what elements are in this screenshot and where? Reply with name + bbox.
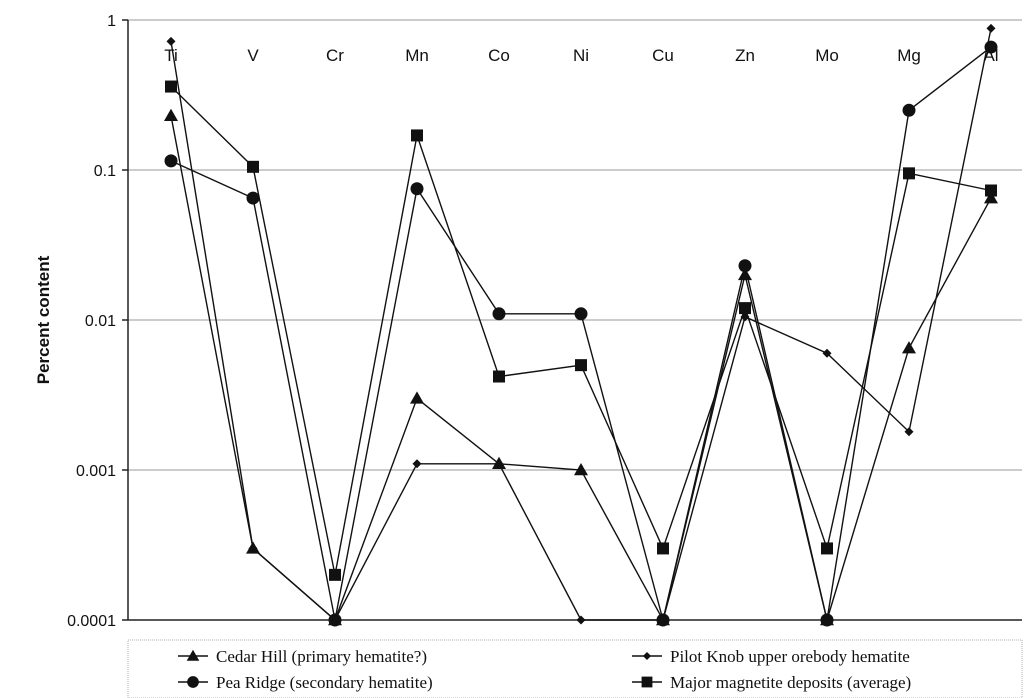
data-point: [410, 182, 424, 196]
legend-marker: [642, 651, 652, 661]
data-point: [246, 191, 260, 205]
data-point: [329, 568, 341, 581]
data-point: [738, 267, 752, 281]
data-point: [738, 259, 752, 273]
data-point: [165, 80, 177, 93]
grid: [122, 19, 1022, 621]
category-label: Co: [488, 46, 510, 65]
data-point: [574, 463, 588, 476]
data-point: [822, 348, 832, 358]
category-label: V: [247, 46, 259, 65]
data-point: [576, 615, 586, 625]
data-point: [164, 108, 178, 121]
data-point: [902, 341, 916, 354]
legend-entry: Cedar Hill (primary hematite?): [178, 647, 427, 666]
series-lines: [164, 23, 998, 627]
category-label: Mo: [815, 46, 839, 65]
series-line: [170, 46, 992, 621]
data-point: [248, 543, 258, 553]
data-point: [412, 459, 422, 469]
legend-marker: [187, 676, 199, 688]
data-point: [821, 542, 833, 555]
legend-entry: Major magnetite deposits (average): [632, 673, 911, 692]
legend-entry: Pilot Knob upper orebody hematite: [632, 647, 910, 666]
y-tick-labels: 0.0001 0.001 0.01 0.1 1: [67, 13, 116, 630]
legend-label: Major magnetite deposits (average): [670, 673, 911, 692]
y-axis-label: Percent content: [34, 255, 53, 384]
category-label: Cu: [652, 46, 674, 65]
data-point: [410, 391, 424, 404]
y-tick-label: 0.01: [85, 313, 116, 330]
series-diamond: [166, 23, 996, 625]
legend-marker: [186, 649, 200, 661]
category-label: Zn: [735, 46, 755, 65]
data-point: [411, 129, 423, 142]
category-label: Mg: [897, 46, 921, 65]
data-point: [984, 40, 998, 54]
y-tick-label: 1: [107, 13, 116, 30]
data-point: [247, 160, 259, 173]
axes: [127, 20, 1022, 621]
series-square: [165, 80, 997, 581]
data-point: [984, 191, 998, 204]
series-line: [170, 28, 992, 622]
data-point: [657, 542, 669, 555]
data-point: [493, 370, 505, 383]
legend: Cedar Hill (primary hematite?) Pilot Knob…: [127, 639, 1023, 698]
legend-marker: [641, 676, 653, 688]
category-label: Mn: [405, 46, 429, 65]
data-point: [328, 613, 342, 627]
y-tick-label: 0.1: [94, 163, 116, 180]
data-point: [166, 36, 176, 46]
series-line: [170, 86, 992, 575]
legend-label: Pilot Knob upper orebody hematite: [670, 647, 910, 666]
legend-label: Cedar Hill (primary hematite?): [216, 647, 427, 666]
data-point: [574, 307, 588, 321]
category-labels: Ti V Cr Mn Co Ni Cu Zn Mo Mg Al: [164, 46, 998, 65]
data-point: [656, 613, 670, 627]
data-point: [904, 427, 914, 437]
data-point: [903, 167, 915, 180]
series-circle: [164, 40, 998, 627]
legend-entry: Pea Ridge (secondary hematite): [178, 673, 433, 692]
data-point: [494, 459, 504, 469]
data-point: [164, 154, 178, 168]
data-point: [739, 302, 751, 315]
data-point: [820, 613, 834, 627]
legend-items: Cedar Hill (primary hematite?) Pilot Knob…: [178, 647, 911, 692]
legend-box: [127, 639, 1023, 698]
data-point: [986, 23, 996, 33]
category-label: Ni: [573, 46, 589, 65]
y-tick-label: 0.0001: [67, 613, 116, 630]
category-label: Cr: [326, 46, 344, 65]
y-tick-label: 0.001: [76, 463, 116, 480]
data-point: [985, 184, 997, 197]
data-point: [492, 307, 506, 321]
data-point: [575, 359, 587, 372]
category-label: Ti: [164, 46, 178, 65]
data-point: [902, 103, 916, 117]
legend-label: Pea Ridge (secondary hematite): [216, 673, 433, 692]
